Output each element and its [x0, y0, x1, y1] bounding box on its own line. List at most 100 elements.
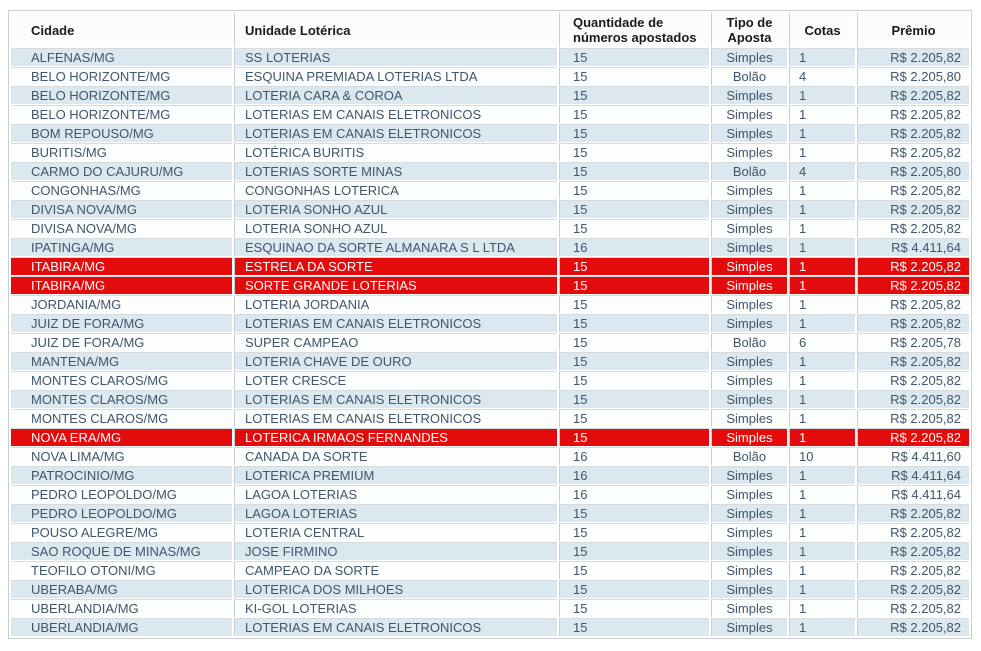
cell-cidade: BELO HORIZONTE/MG [11, 106, 232, 123]
cell-unidade: LOTERIA CENTRAL [234, 524, 557, 541]
cell-cotas: 1 [789, 125, 855, 142]
cell-cidade: SAO ROQUE DE MINAS/MG [11, 543, 232, 560]
column-header-cotas: Cotas [789, 13, 855, 47]
cell-premio: R$ 2.205,82 [857, 600, 969, 617]
cell-cidade: MANTENA/MG [11, 353, 232, 370]
cell-premio: R$ 2.205,82 [857, 315, 969, 332]
table-row: MONTES CLAROS/MG LOTERIAS EM CANAIS ELETR… [11, 410, 969, 427]
cell-premio: R$ 2.205,82 [857, 372, 969, 389]
cell-tipo: Bolão [711, 68, 787, 85]
cell-unidade: LOTERIA CARA & COROA [234, 87, 557, 104]
cell-cidade: ALFENAS/MG [11, 49, 232, 66]
column-header-unidade: Unidade Lotérica [234, 13, 557, 47]
cell-premio: R$ 2.205,82 [857, 49, 969, 66]
cell-premio: R$ 2.205,82 [857, 391, 969, 408]
table-row: PATROCINIO/MG LOTERICA PREMIUM 16 Simples 1 R… [11, 467, 969, 484]
cell-premio: R$ 2.205,82 [857, 619, 969, 636]
cell-unidade: SUPER CAMPEAO [234, 334, 557, 351]
cell-quantidade: 16 [559, 239, 709, 256]
cell-tipo: Simples [711, 353, 787, 370]
cell-cidade: ITABIRA/MG [11, 277, 232, 294]
cell-premio: R$ 2.205,82 [857, 353, 969, 370]
cell-quantidade: 15 [559, 619, 709, 636]
cell-premio: R$ 2.205,82 [857, 562, 969, 579]
cell-cotas: 1 [789, 201, 855, 218]
cell-cidade: UBERABA/MG [11, 581, 232, 598]
cell-tipo: Simples [711, 182, 787, 199]
cell-premio: R$ 2.205,82 [857, 144, 969, 161]
cell-tipo: Simples [711, 277, 787, 294]
cell-cidade: CARMO DO CAJURU/MG [11, 163, 232, 180]
table-row: TEOFILO OTONI/MG CAMPEAO DA SORTE 15 Simple… [11, 562, 969, 579]
cell-tipo: Simples [711, 619, 787, 636]
cell-quantidade: 15 [559, 201, 709, 218]
cell-quantidade: 15 [559, 258, 709, 275]
cell-quantidade: 15 [559, 49, 709, 66]
table-row: PEDRO LEOPOLDO/MG LAGOA LOTERIAS 15 Simples… [11, 505, 969, 522]
cell-cotas: 1 [789, 410, 855, 427]
cell-quantidade: 15 [559, 391, 709, 408]
table-row: NOVA LIMA/MG CANADA DA SORTE 16 Bolão 10 R$ 4… [11, 448, 969, 465]
cell-quantidade: 15 [559, 410, 709, 427]
cell-cotas: 1 [789, 277, 855, 294]
cell-premio: R$ 2.205,82 [857, 277, 969, 294]
table-row: BELO HORIZONTE/MG LOTERIA CARA & COROA 15 S… [11, 87, 969, 104]
cell-cidade: IPATINGA/MG [11, 239, 232, 256]
cell-cotas: 1 [789, 220, 855, 237]
cell-premio: R$ 2.205,82 [857, 87, 969, 104]
cell-unidade: ESQUINAO DA SORTE ALMANARA S L LTDA [234, 239, 557, 256]
cell-tipo: Simples [711, 562, 787, 579]
cell-premio: R$ 2.205,82 [857, 125, 969, 142]
cell-cotas: 4 [789, 163, 855, 180]
cell-tipo: Bolão [711, 334, 787, 351]
cell-cotas: 1 [789, 49, 855, 66]
table-row: UBERLANDIA/MG KI-GOL LOTERIAS 15 Simples 1 R$… [11, 600, 969, 617]
cell-cidade: PEDRO LEOPOLDO/MG [11, 505, 232, 522]
cell-cotas: 1 [789, 600, 855, 617]
cell-tipo: Simples [711, 125, 787, 142]
cell-tipo: Simples [711, 296, 787, 313]
cell-cotas: 1 [789, 353, 855, 370]
table-row: CONGONHAS/MG CONGONHAS LOTERICA 15 Simples 1… [11, 182, 969, 199]
cell-tipo: Simples [711, 372, 787, 389]
column-header-premio: Prêmio [857, 13, 969, 47]
cell-tipo: Simples [711, 258, 787, 275]
cell-tipo: Simples [711, 467, 787, 484]
table-row: MANTENA/MG LOTERIA CHAVE DE OURO 15 Simples… [11, 353, 969, 370]
cell-cotas: 1 [789, 258, 855, 275]
cell-quantidade: 16 [559, 486, 709, 503]
cell-unidade: LOTERIAS EM CANAIS ELETRONICOS [234, 410, 557, 427]
cell-tipo: Simples [711, 144, 787, 161]
cell-tipo: Simples [711, 600, 787, 617]
cell-cidade: DIVISA NOVA/MG [11, 201, 232, 218]
cell-tipo: Simples [711, 486, 787, 503]
cell-cotas: 1 [789, 505, 855, 522]
cell-unidade: LOTÉRICA BURITIS [234, 144, 557, 161]
cell-quantidade: 15 [559, 334, 709, 351]
cell-cidade: JUIZ DE FORA/MG [11, 315, 232, 332]
cell-quantidade: 15 [559, 277, 709, 294]
cell-cidade: BELO HORIZONTE/MG [11, 68, 232, 85]
table-row: IPATINGA/MG ESQUINAO DA SORTE ALMANARA S … [11, 239, 969, 256]
table-body: ALFENAS/MG SS LOTERIAS 15 Simples 1 R$ 2.205,… [11, 49, 969, 636]
cell-unidade: LOTERIAS SORTE MINAS [234, 163, 557, 180]
cell-tipo: Simples [711, 106, 787, 123]
cell-cidade: MONTES CLAROS/MG [11, 372, 232, 389]
cell-premio: R$ 4.411,64 [857, 486, 969, 503]
cell-quantidade: 15 [559, 353, 709, 370]
cell-tipo: Simples [711, 220, 787, 237]
cell-tipo: Simples [711, 315, 787, 332]
cell-tipo: Simples [711, 524, 787, 541]
cell-unidade: ESTRELA DA SORTE [234, 258, 557, 275]
cell-cotas: 1 [789, 486, 855, 503]
cell-premio: R$ 2.205,82 [857, 258, 969, 275]
cell-cidade: POUSO ALEGRE/MG [11, 524, 232, 541]
table-row: BELO HORIZONTE/MG LOTERIAS EM CANAIS ELET… [11, 106, 969, 123]
cell-quantidade: 15 [559, 68, 709, 85]
cell-cidade: JUIZ DE FORA/MG [11, 334, 232, 351]
table-row: JUIZ DE FORA/MG SUPER CAMPEAO 15 Bolão 6 R$ 2… [11, 334, 969, 351]
table-row: JORDANIA/MG LOTERIA JORDANIA 15 Simples 1 R$ … [11, 296, 969, 313]
cell-unidade: CONGONHAS LOTERICA [234, 182, 557, 199]
cell-quantidade: 15 [559, 87, 709, 104]
cell-quantidade: 15 [559, 315, 709, 332]
